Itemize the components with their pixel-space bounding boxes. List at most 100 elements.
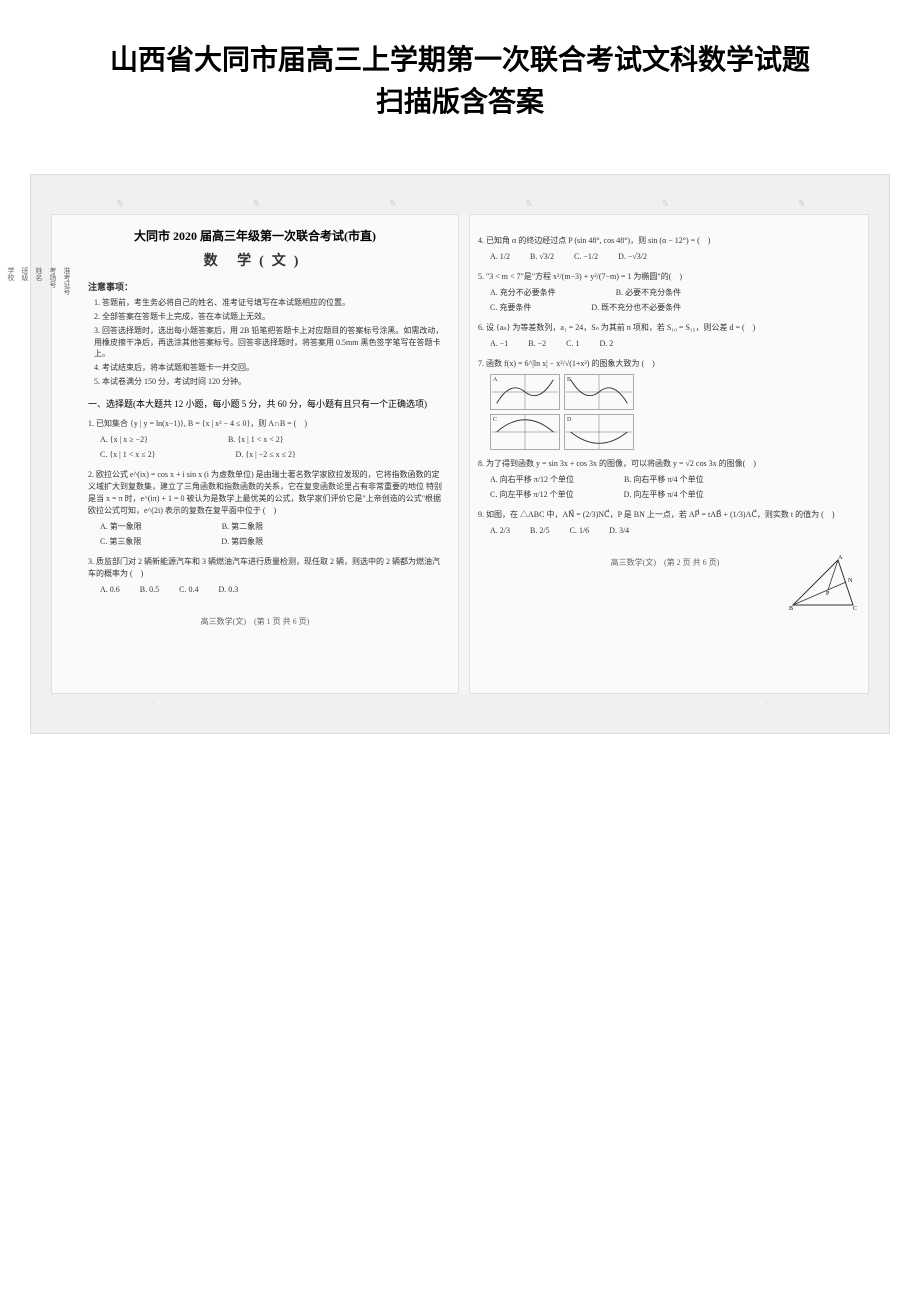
option-c: C. {x | 1 < x ≤ 2} (100, 449, 156, 461)
options: A. 充分不必要条件 B. 必要不充分条件 C. 充要条件 D. 既不充分也不必… (490, 287, 856, 314)
option-a: A. 0.6 (100, 584, 120, 596)
option-c: C. 第三象限 (100, 536, 141, 548)
question-5: 5. "3 < m < 7"是"方程 x²/(m−3) + y²/(7−m) =… (478, 271, 856, 314)
options: A. 第一象限 B. 第二象限 C. 第三象限 D. 第四象限 (100, 521, 446, 548)
triangle-diagram: A B C N P (788, 555, 858, 615)
wm-icon: · (357, 698, 360, 709)
wm-icon: · (561, 698, 564, 709)
notice-item: 1. 答题前，考生务必将自己的姓名、准考证号填写在本试题相应的位置。 (94, 297, 446, 308)
option-d: D. 既不充分也不必要条件 (591, 302, 681, 314)
question-num: 5. (478, 272, 484, 281)
wm-icon: ✎ (115, 199, 123, 210)
question-num: 6. (478, 323, 484, 332)
question-1: 1. 已知集合 {y | y = ln(x−1)}, B = {x | x² −… (88, 418, 446, 461)
option-c: C. 充要条件 (490, 302, 531, 314)
option-b: B. 2/5 (530, 525, 550, 537)
option-c: C. 1/6 (570, 525, 590, 537)
margin-label: 班级 (18, 265, 32, 297)
question-text: 欧拉公式 e^(ix) = cos x + i sin x (i 为虚数单位) … (88, 470, 442, 515)
question-num: 3. (88, 557, 94, 566)
option-b: B. 必要不充分条件 (616, 287, 681, 299)
page-footer-1: 高三数学(文) (第 1 页 共 6 页) (64, 616, 446, 627)
graph-options-row2: C D (490, 414, 856, 450)
wm-icon: · (152, 698, 155, 709)
svg-text:A: A (838, 555, 843, 561)
margin-label: 姓名 (32, 265, 46, 297)
option-b: B. {x | 1 < x < 2} (228, 434, 284, 446)
option-b: B. −2 (528, 338, 546, 350)
question-text: 质监部门对 2 辆新能源汽车和 3 辆燃油汽车进行质量检测，现任取 2 辆，则选… (88, 557, 440, 578)
exam-subject: 数 学(文) (64, 250, 446, 270)
option-a: A. 充分不必要条件 (490, 287, 556, 299)
option-a: A. {x | x ≥ −2} (100, 434, 148, 446)
question-num: 8. (478, 459, 484, 468)
document-header: 山西省大同市届高三上学期第一次联合考试文科数学试题 扫描版含答案 (0, 0, 920, 154)
question-4: 4. 已知角 α 的终边经过点 P (sin 48°, cos 48°)，则 s… (478, 235, 856, 263)
wm-icon: ✎ (660, 199, 668, 210)
watermark-top: ✎ ✎ ✎ ✎ ✎ ✎ (51, 195, 869, 214)
title-line1: 山西省大同市届高三上学期第一次联合考试文科数学试题 (110, 45, 810, 76)
options: A. 向右平移 π/12 个单位 B. 向右平移 π/4 个单位 C. 向左平移… (490, 474, 856, 501)
notice-header: 注意事项： (88, 280, 446, 293)
option-b: B. √3/2 (530, 251, 554, 263)
question-num: 9. (478, 510, 484, 519)
question-text: 已知集合 {y | y = ln(x−1)}, B = {x | x² − 4 … (96, 419, 307, 428)
option-a: A. 1/2 (490, 251, 510, 263)
question-8: 8. 为了得到函数 y = sin 3x + cos 3x 的图像，可以将函数 … (478, 458, 856, 501)
option-c: C. 0.4 (179, 584, 198, 596)
wm-icon: ✎ (388, 199, 396, 210)
question-num: 2. (88, 470, 94, 479)
watermark-bottom: · · · · (51, 694, 869, 713)
question-2: 2. 欧拉公式 e^(ix) = cos x + i sin x (i 为虚数单… (88, 469, 446, 548)
exam-page-2: 4. 已知角 α 的终边经过点 P (sin 48°, cos 48°)，则 s… (469, 214, 869, 694)
margin-label: 准考证号 (60, 265, 74, 297)
question-7: 7. 函数 f(x) = 6^|ln x| − x²/√(1+x²) 的图象大致… (478, 358, 856, 450)
graph-option-d: D (564, 414, 634, 450)
section-header: 一、选择题(本大题共 12 小题，每小题 5 分，共 60 分，每小题有且只有一… (88, 397, 446, 410)
svg-text:P: P (826, 591, 830, 597)
option-b: B. 0.5 (140, 584, 159, 596)
notice-item: 2. 全部答案在答题卡上完成，答在本试题上无效。 (94, 311, 446, 322)
question-text: 已知角 α 的终边经过点 P (sin 48°, cos 48°)，则 sin … (486, 236, 710, 245)
svg-text:N: N (848, 578, 853, 584)
margin-labels: 准考证号 考场号 姓名 班级 学校 (54, 265, 74, 317)
exam-page-1: 准考证号 考场号 姓名 班级 学校 大同市 2020 届高三年级第一次联合考试(… (51, 214, 459, 694)
margin-label: 学校 (4, 265, 18, 297)
notice-item: 3. 回答选择题时，选出每小题答案后，用 2B 铅笔把答题卡上对应题目的答案标号… (94, 325, 446, 359)
options: A. 0.6 B. 0.5 C. 0.4 D. 0.3 (100, 584, 446, 596)
graph-option-c: C (490, 414, 560, 450)
notice-item: 4. 考试结束后，将本试题和答题卡一并交回。 (94, 362, 446, 373)
question-num: 4. (478, 236, 484, 245)
option-c: C. 1 (566, 338, 579, 350)
question-num: 7. (478, 359, 484, 368)
question-text: "3 < m < 7"是"方程 x²/(m−3) + y²/(7−m) = 1 … (486, 272, 682, 281)
question-num: 1. (88, 419, 94, 428)
question-text: 为了得到函数 y = sin 3x + cos 3x 的图像，可以将函数 y =… (486, 459, 756, 468)
wm-icon: · (766, 698, 769, 709)
options: A. −1 B. −2 C. 1 D. 2 (490, 338, 856, 350)
options: A. 2/3 B. 2/5 C. 1/6 D. 3/4 (490, 525, 856, 537)
wm-icon: ✎ (251, 199, 259, 210)
notice-item: 5. 本试卷满分 150 分，考试时间 120 分钟。 (94, 376, 446, 387)
question-6: 6. 设 {aₙ} 为等差数列，a₁ = 24，Sₙ 为其前 n 项和，若 S₁… (478, 322, 856, 350)
wm-icon: ✎ (797, 199, 805, 210)
options: A. {x | x ≥ −2} B. {x | 1 < x < 2} C. {x… (100, 434, 446, 461)
main-title: 山西省大同市届高三上学期第一次联合考试文科数学试题 扫描版含答案 (20, 40, 900, 124)
option-c: C. 向左平移 π/12 个单位 (490, 489, 574, 501)
option-a: A. 向右平移 π/12 个单位 (490, 474, 574, 486)
wm-icon: ✎ (524, 199, 532, 210)
svg-text:B: B (789, 606, 793, 612)
option-d: D. {x | −2 ≤ x ≤ 2} (236, 449, 296, 461)
option-d: D. 第四象限 (221, 536, 263, 548)
question-text: 设 {aₙ} 为等差数列，a₁ = 24，Sₙ 为其前 n 项和，若 S₁₀ =… (486, 323, 755, 332)
option-c: C. −1/2 (574, 251, 598, 263)
graph-option-a: A (490, 374, 560, 410)
svg-text:C: C (853, 606, 857, 612)
graph-option-b: B (564, 374, 634, 410)
graph-options-row1: A B (490, 374, 856, 410)
option-a: A. 2/3 (490, 525, 510, 537)
exam-title: 大同市 2020 届高三年级第一次联合考试(市直) (64, 227, 446, 244)
question-9: 9. 如图，在 △ABC 中，AN⃗ = (2/3)NC⃗，P 是 BN 上一点… (478, 509, 856, 537)
margin-label: 考场号 (46, 265, 60, 297)
scan-container: ✎ ✎ ✎ ✎ ✎ ✎ 准考证号 考场号 姓名 班级 学校 大同市 2020 届… (30, 174, 890, 734)
